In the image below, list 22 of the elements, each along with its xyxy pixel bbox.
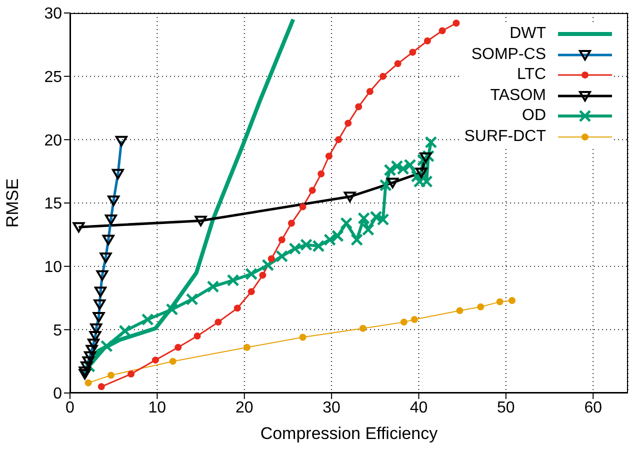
x-tick-label: 40	[410, 399, 428, 416]
y-axis-title: RMSE	[3, 178, 22, 228]
x-tick-label: 60	[584, 399, 602, 416]
x-tick-label: 0	[66, 399, 75, 416]
y-tick-label: 30	[44, 6, 62, 23]
x-axis-title: Compression Efficiency	[260, 424, 438, 443]
legend-label: DWT	[510, 25, 546, 44]
legend-label: TASOM	[490, 86, 546, 105]
y-tick-label: 20	[44, 132, 62, 150]
y-tick-label: 0	[53, 386, 62, 403]
y-tick-label: 15	[44, 196, 62, 213]
y-tick-label: 10	[44, 259, 62, 276]
y-tick-label: 25	[44, 69, 62, 86]
legend-label: SURF-DCT	[464, 128, 546, 146]
x-tick-label: 20	[235, 399, 254, 416]
x-tick-label: 50	[497, 399, 515, 416]
legend-label: SOMP-CS	[471, 46, 546, 64]
x-tick-label: 30	[322, 399, 341, 416]
x-tick-label: 10	[148, 399, 166, 416]
y-tick-label: 5	[53, 322, 62, 340]
legend-label: LTC	[516, 66, 546, 84]
legend-label: OD	[522, 107, 546, 126]
